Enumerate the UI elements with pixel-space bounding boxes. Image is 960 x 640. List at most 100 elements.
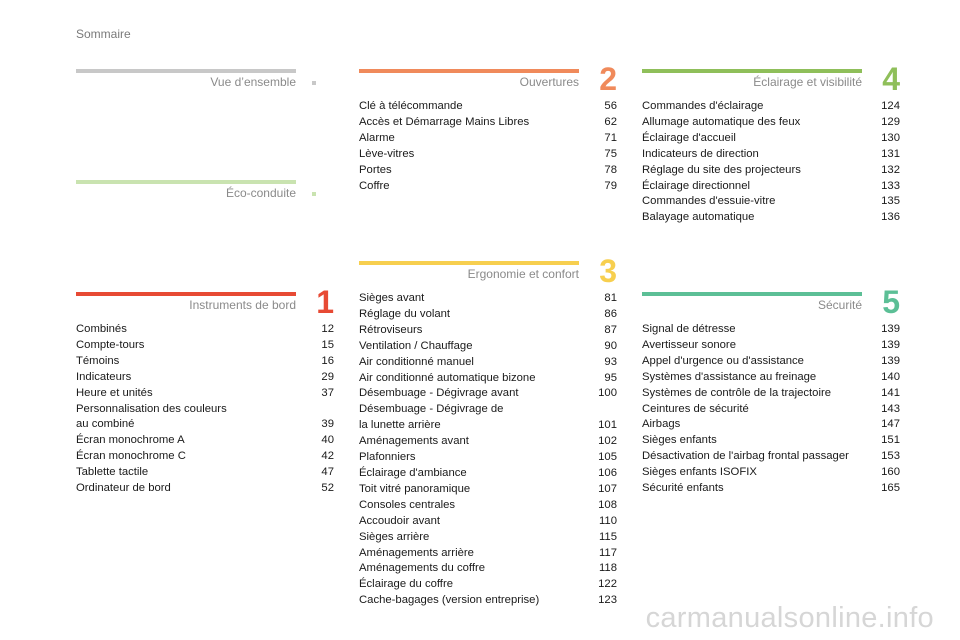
toc-entry[interactable]: Indicateurs de direction 131: [642, 147, 900, 163]
section-ouvertures: Ouvertures 2 Clé à télécommande 56 Accès e…: [359, 61, 617, 194]
toc-entry[interactable]: Coffre 79: [359, 179, 617, 195]
toc-entry[interactable]: Appel d'urgence ou d'assistance 139: [642, 354, 900, 370]
toc-entry[interactable]: Tablette tactile 47: [76, 465, 334, 481]
toc-entry[interactable]: Consoles centrales 108: [359, 498, 617, 514]
toc-entry[interactable]: Toit vitré panoramique 107: [359, 482, 617, 498]
toc-entry[interactable]: Clé à télécommande 56: [359, 99, 617, 115]
toc-entry[interactable]: Systèmes d'assistance au freinage 140: [642, 370, 900, 386]
entry-page-number: 42: [321, 450, 334, 463]
entry-page-number: 115: [598, 530, 617, 543]
toc-entry[interactable]: Sièges avant 81: [359, 291, 617, 307]
toc-entry[interactable]: Sécurité enfants 165: [642, 481, 900, 497]
toc-entry[interactable]: Balayage automatique 136: [642, 210, 900, 226]
toc-entry[interactable]: Compte-tours 15: [76, 338, 334, 354]
toc-entry[interactable]: Lève-vitres 75: [359, 147, 617, 163]
toc-entry[interactable]: Rétroviseurs 87: [359, 323, 617, 339]
toc-entry[interactable]: Allumage automatique des feux 129: [642, 115, 900, 131]
entry-title: Cache-bagages (version entreprise): [359, 594, 540, 607]
entry-list: Clé à télécommande 56 Accès et Démarrage M…: [359, 99, 617, 194]
entry-page-number: 56: [604, 100, 617, 112]
toc-entry[interactable]: Airbags 147: [642, 417, 900, 433]
entry-title: Indicateurs: [76, 370, 132, 383]
toc-entry[interactable]: Sièges enfants ISOFIX 160: [642, 465, 900, 481]
toc-entry[interactable]: Commandes d'essuie-vitre 135: [642, 194, 900, 210]
toc-entry[interactable]: Heure et unités 37: [76, 386, 334, 402]
toc-entry[interactable]: Aménagements du coffre 118: [359, 561, 617, 577]
toc-entry[interactable]: Aménagements avant 102: [359, 434, 617, 450]
entry-page-number: 110: [598, 514, 617, 527]
toc-entry[interactable]: Air conditionné automatique bizone 95: [359, 371, 617, 387]
entry-page-number: 75: [604, 147, 617, 160]
entry-page-number: 39: [321, 418, 334, 431]
toc-entry[interactable]: Éclairage d'accueil 130: [642, 131, 900, 147]
toc-entry[interactable]: Témoins 16: [76, 354, 334, 370]
entry-title: Aménagements du coffre: [359, 562, 486, 575]
entry-title: Clé à télécommande: [359, 100, 463, 112]
entry-page-number: 160: [881, 466, 900, 479]
entry-page-number: 90: [604, 339, 617, 352]
toc-entry[interactable]: Ordinateur de bord 52: [76, 481, 334, 497]
toc-entry[interactable]: Ventilation / Chauffage 90: [359, 339, 617, 355]
section-number: 5: [882, 284, 900, 320]
toc-entry[interactable]: Désembuage - Dégivrage avant 100: [359, 386, 617, 402]
toc-entry[interactable]: Indicateurs 29: [76, 370, 334, 386]
toc-entry[interactable]: Commandes d'éclairage 124: [642, 99, 900, 115]
toc-entry[interactable]: Écran monochrome C 42: [76, 449, 334, 465]
section-instruments-de-bord: Instruments de bord 1 Combinés 12 Compte-t…: [76, 284, 334, 497]
toc-entry[interactable]: Alarme 71: [359, 131, 617, 147]
entry-title: Sièges enfants ISOFIX: [642, 466, 757, 479]
entry-page-number: 15: [321, 338, 334, 351]
section-marker: [312, 192, 316, 196]
toc-entry[interactable]: Accès et Démarrage Mains Libres 62: [359, 115, 617, 131]
toc-entry[interactable]: Accoudoir avant 110: [359, 514, 617, 530]
toc-entry[interactable]: Éclairage du coffre 122: [359, 577, 617, 593]
entry-title: Écran monochrome C: [76, 450, 186, 463]
toc-entry[interactable]: Combinés 12: [76, 322, 334, 338]
toc-entry[interactable]: Désembuage - Dégivrage de la lunette arr…: [359, 402, 617, 434]
toc-entry[interactable]: Réglage du site des projecteurs 132: [642, 163, 900, 179]
toc-entry[interactable]: Aménagements arrière 117: [359, 546, 617, 562]
entry-title: Signal de détresse: [642, 323, 736, 335]
entry-page-number: 108: [598, 498, 617, 511]
toc-entry[interactable]: Désactivation de l'airbag frontal passag…: [642, 449, 900, 465]
entry-title: Balayage automatique: [642, 211, 755, 224]
toc-entry[interactable]: Réglage du volant 86: [359, 307, 617, 323]
entry-title: Sécurité enfants: [642, 482, 724, 495]
entry-title: Commandes d'essuie-vitre: [642, 195, 776, 208]
toc-entry[interactable]: Éclairage directionnel 133: [642, 179, 900, 195]
toc-entry[interactable]: Cache-bagages (version entreprise) 123: [359, 593, 617, 609]
entry-title: Désembuage - Dégivrage de la lunette arr…: [359, 403, 504, 432]
toc-entry[interactable]: Signal de détresse 139: [642, 322, 900, 338]
entry-page-number: 135: [881, 195, 900, 208]
toc-entry[interactable]: Systèmes de contrôle de la trajectoire 14…: [642, 386, 900, 402]
toc-entry[interactable]: Sièges enfants 151: [642, 433, 900, 449]
entry-page-number: 136: [881, 211, 900, 224]
entry-page-number: 81: [604, 292, 617, 304]
toc-entry[interactable]: Plafonniers 105: [359, 450, 617, 466]
toc-entry[interactable]: Portes 78: [359, 163, 617, 179]
entry-title: Réglage du site des projecteurs: [642, 163, 801, 176]
toc-entry[interactable]: Éclairage d'ambiance 106: [359, 466, 617, 482]
entry-list: Signal de détresse 139 Avertisseur sonore 1…: [642, 322, 900, 497]
toc-entry[interactable]: Avertisseur sonore 139: [642, 338, 900, 354]
toc-entry[interactable]: Sièges arrière 115: [359, 530, 617, 546]
entry-page-number: 105: [598, 451, 617, 464]
toc-entry[interactable]: Ceintures de sécurité 143: [642, 402, 900, 418]
entry-page-number: 139: [881, 338, 900, 351]
entry-page-number: 151: [881, 434, 900, 447]
toc-entry[interactable]: Personnalisation des couleurs au combiné…: [76, 402, 334, 434]
entry-title: Avertisseur sonore: [642, 338, 736, 351]
entry-title: Témoins: [76, 354, 120, 367]
toc-entry[interactable]: Air conditionné manuel 93: [359, 355, 617, 371]
entry-page-number: 93: [604, 355, 617, 368]
entry-title: Écran monochrome A: [76, 434, 185, 447]
entry-page-number: 143: [881, 402, 900, 415]
toc-entry[interactable]: Écran monochrome A 40: [76, 433, 334, 449]
section-bar: [359, 261, 579, 265]
entry-title: Ventilation / Chauffage: [359, 339, 473, 352]
entry-title: Alarme: [359, 131, 395, 144]
entry-page-number: 139: [881, 323, 900, 335]
entry-title: Rétroviseurs: [359, 323, 423, 336]
entry-page-number: 131: [881, 147, 900, 160]
entry-page-number: 165: [881, 482, 900, 495]
